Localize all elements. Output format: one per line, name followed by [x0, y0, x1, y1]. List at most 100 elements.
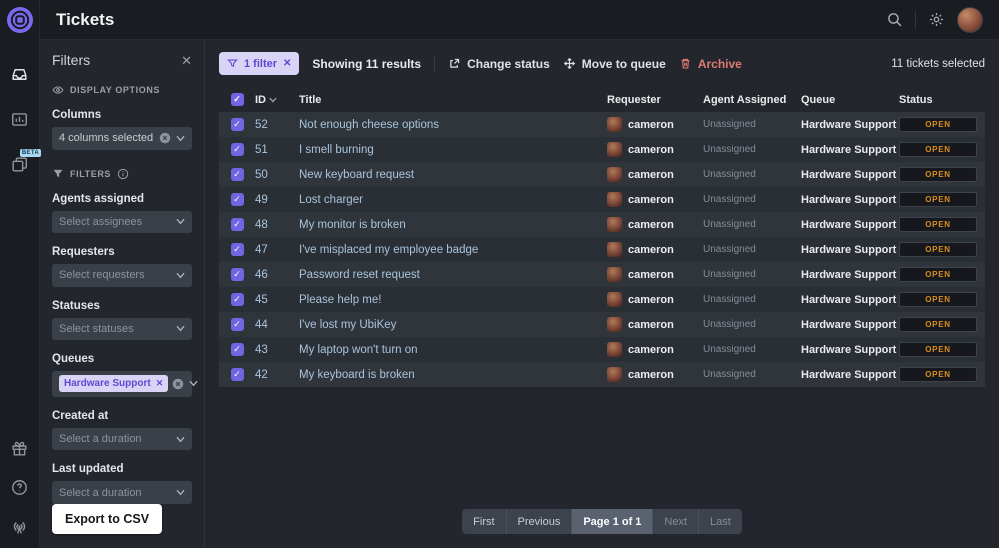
- clear-queues-icon[interactable]: [172, 378, 184, 390]
- ticket-id[interactable]: 47: [255, 243, 268, 256]
- pagination-first-button[interactable]: First: [462, 509, 507, 534]
- pagination-next-button[interactable]: Next: [653, 509, 700, 534]
- table-row[interactable]: ✓ 48 My monitor is broken cameron Unassi…: [219, 212, 985, 237]
- active-filter-chip[interactable]: 1 filter ✕: [219, 52, 300, 75]
- ticket-id[interactable]: 49: [255, 193, 268, 206]
- status-badge: OPEN: [899, 167, 977, 182]
- app-logo-icon[interactable]: [6, 7, 33, 33]
- row-checkbox[interactable]: ✓: [230, 343, 244, 356]
- ticket-id[interactable]: 50: [255, 168, 268, 181]
- requester-avatar: [607, 292, 622, 307]
- column-header-agent[interactable]: Agent Assigned: [703, 93, 787, 106]
- queues-select[interactable]: Hardware Support ✕: [52, 371, 198, 397]
- ticket-title[interactable]: Lost charger: [299, 193, 363, 206]
- whats-new-gift-icon[interactable]: [10, 439, 29, 458]
- queue-name: Hardware Support: [801, 218, 897, 231]
- requester-name: cameron: [628, 318, 674, 331]
- select-all-checkbox[interactable]: ✓: [230, 93, 244, 106]
- chevron-down-icon: [176, 435, 185, 444]
- row-checkbox[interactable]: ✓: [230, 243, 244, 256]
- ticket-title[interactable]: My monitor is broken: [299, 218, 406, 231]
- column-header-id[interactable]: ID: [255, 94, 299, 106]
- ticket-title[interactable]: My laptop won't turn on: [299, 343, 418, 356]
- table-row[interactable]: ✓ 42 My keyboard is broken cameron Unass…: [219, 362, 985, 387]
- ticket-title[interactable]: I've lost my UbiKey: [299, 318, 397, 331]
- column-header-title[interactable]: Title: [299, 93, 322, 106]
- pagination-last-button[interactable]: Last: [710, 515, 731, 528]
- requesters-select[interactable]: Select requesters: [52, 264, 192, 287]
- table-row[interactable]: ✓ 47 I've misplaced my employee badge ca…: [219, 237, 985, 262]
- beta-badge: BETA: [19, 149, 41, 157]
- user-avatar[interactable]: [957, 6, 983, 33]
- ticket-title[interactable]: Password reset request: [299, 268, 420, 281]
- tickets-main: 1 filter ✕ Showing 11 results Change sta…: [205, 40, 999, 548]
- table-row[interactable]: ✓ 49 Lost charger cameron Unassigned Har…: [219, 187, 985, 212]
- created-at-select[interactable]: Select a duration: [52, 427, 192, 451]
- queues-label: Queues: [52, 353, 95, 365]
- search-icon[interactable]: [886, 11, 903, 28]
- columns-select[interactable]: 4 columns selected: [52, 127, 192, 150]
- move-to-queue-button[interactable]: Move to queue: [563, 57, 666, 71]
- row-checkbox[interactable]: ✓: [230, 143, 244, 156]
- status-badge: OPEN: [899, 342, 977, 357]
- chevron-down-icon: [189, 379, 198, 388]
- column-header-queue[interactable]: Queue: [801, 93, 836, 106]
- table-row[interactable]: ✓ 46 Password reset request cameron Unas…: [219, 262, 985, 287]
- queue-name: Hardware Support: [801, 143, 897, 156]
- knowledge-base-icon[interactable]: BETA: [10, 149, 41, 174]
- move-icon: [563, 57, 576, 70]
- clear-columns-icon[interactable]: [159, 132, 171, 144]
- ticket-title[interactable]: My keyboard is broken: [299, 368, 415, 381]
- help-icon[interactable]: [10, 478, 29, 497]
- table-row[interactable]: ✓ 45 Please help me! cameron Unassigned …: [219, 287, 985, 312]
- ticket-id[interactable]: 46: [255, 268, 268, 281]
- last-updated-select[interactable]: Select a duration: [52, 481, 192, 504]
- ticket-title[interactable]: New keyboard request: [299, 168, 415, 181]
- column-header-status[interactable]: Status: [899, 93, 933, 106]
- reports-icon[interactable]: [10, 110, 29, 129]
- table-row[interactable]: ✓ 43 My laptop won't turn on cameron Una…: [219, 337, 985, 362]
- ticket-id[interactable]: 48: [255, 218, 268, 231]
- archive-button[interactable]: Archive: [679, 57, 742, 71]
- ticket-title[interactable]: Not enough cheese options: [299, 118, 440, 131]
- pagination-previous-button[interactable]: Previous: [507, 509, 573, 534]
- close-filters-icon[interactable]: ✕: [181, 52, 192, 68]
- table-row[interactable]: ✓ 44 I've lost my UbiKey cameron Unassig…: [219, 312, 985, 337]
- ticket-id[interactable]: 51: [255, 143, 268, 156]
- agent-assigned: Unassigned: [703, 219, 756, 230]
- ticket-title[interactable]: I've misplaced my employee badge: [299, 243, 479, 256]
- inbox-icon[interactable]: [10, 65, 29, 84]
- row-checkbox[interactable]: ✓: [230, 168, 244, 181]
- row-checkbox[interactable]: ✓: [230, 193, 244, 206]
- clear-filter-chip-icon[interactable]: ✕: [283, 58, 292, 69]
- ticket-id[interactable]: 43: [255, 343, 268, 356]
- row-checkbox[interactable]: ✓: [230, 318, 244, 331]
- table-row[interactable]: ✓ 52 Not enough cheese options cameron U…: [219, 112, 985, 137]
- ticket-title[interactable]: Please help me!: [299, 293, 382, 306]
- row-checkbox[interactable]: ✓: [230, 218, 244, 231]
- statuses-select[interactable]: Select statuses: [52, 317, 192, 340]
- ticket-id[interactable]: 52: [255, 118, 268, 131]
- tickets-table: ✓ ID Title Requester Agent Assigned Queu…: [219, 87, 985, 387]
- row-checkbox[interactable]: ✓: [230, 368, 244, 381]
- remove-queue-tag-icon[interactable]: ✕: [155, 378, 164, 389]
- row-checkbox[interactable]: ✓: [230, 293, 244, 306]
- info-icon[interactable]: [117, 168, 129, 180]
- requester-avatar: [607, 217, 622, 232]
- agents-assigned-select[interactable]: Select assignees: [52, 210, 192, 233]
- ticket-id[interactable]: 42: [255, 368, 268, 381]
- row-checkbox[interactable]: ✓: [230, 268, 244, 281]
- requester-avatar: [607, 117, 622, 132]
- table-row[interactable]: ✓ 51 I smell burning cameron Unassigned …: [219, 137, 985, 162]
- export-csv-button[interactable]: Export to CSV: [52, 504, 163, 534]
- ticket-id[interactable]: 44: [255, 318, 268, 331]
- settings-gear-icon[interactable]: [928, 11, 945, 28]
- row-checkbox[interactable]: ✓: [230, 118, 244, 131]
- column-header-requester[interactable]: Requester: [607, 93, 661, 106]
- ticket-title[interactable]: I smell burning: [299, 143, 374, 156]
- change-status-icon: [448, 57, 461, 70]
- broadcast-icon[interactable]: [10, 517, 29, 536]
- ticket-id[interactable]: 45: [255, 293, 268, 306]
- change-status-button[interactable]: Change status: [448, 57, 550, 71]
- table-row[interactable]: ✓ 50 New keyboard request cameron Unassi…: [219, 162, 985, 187]
